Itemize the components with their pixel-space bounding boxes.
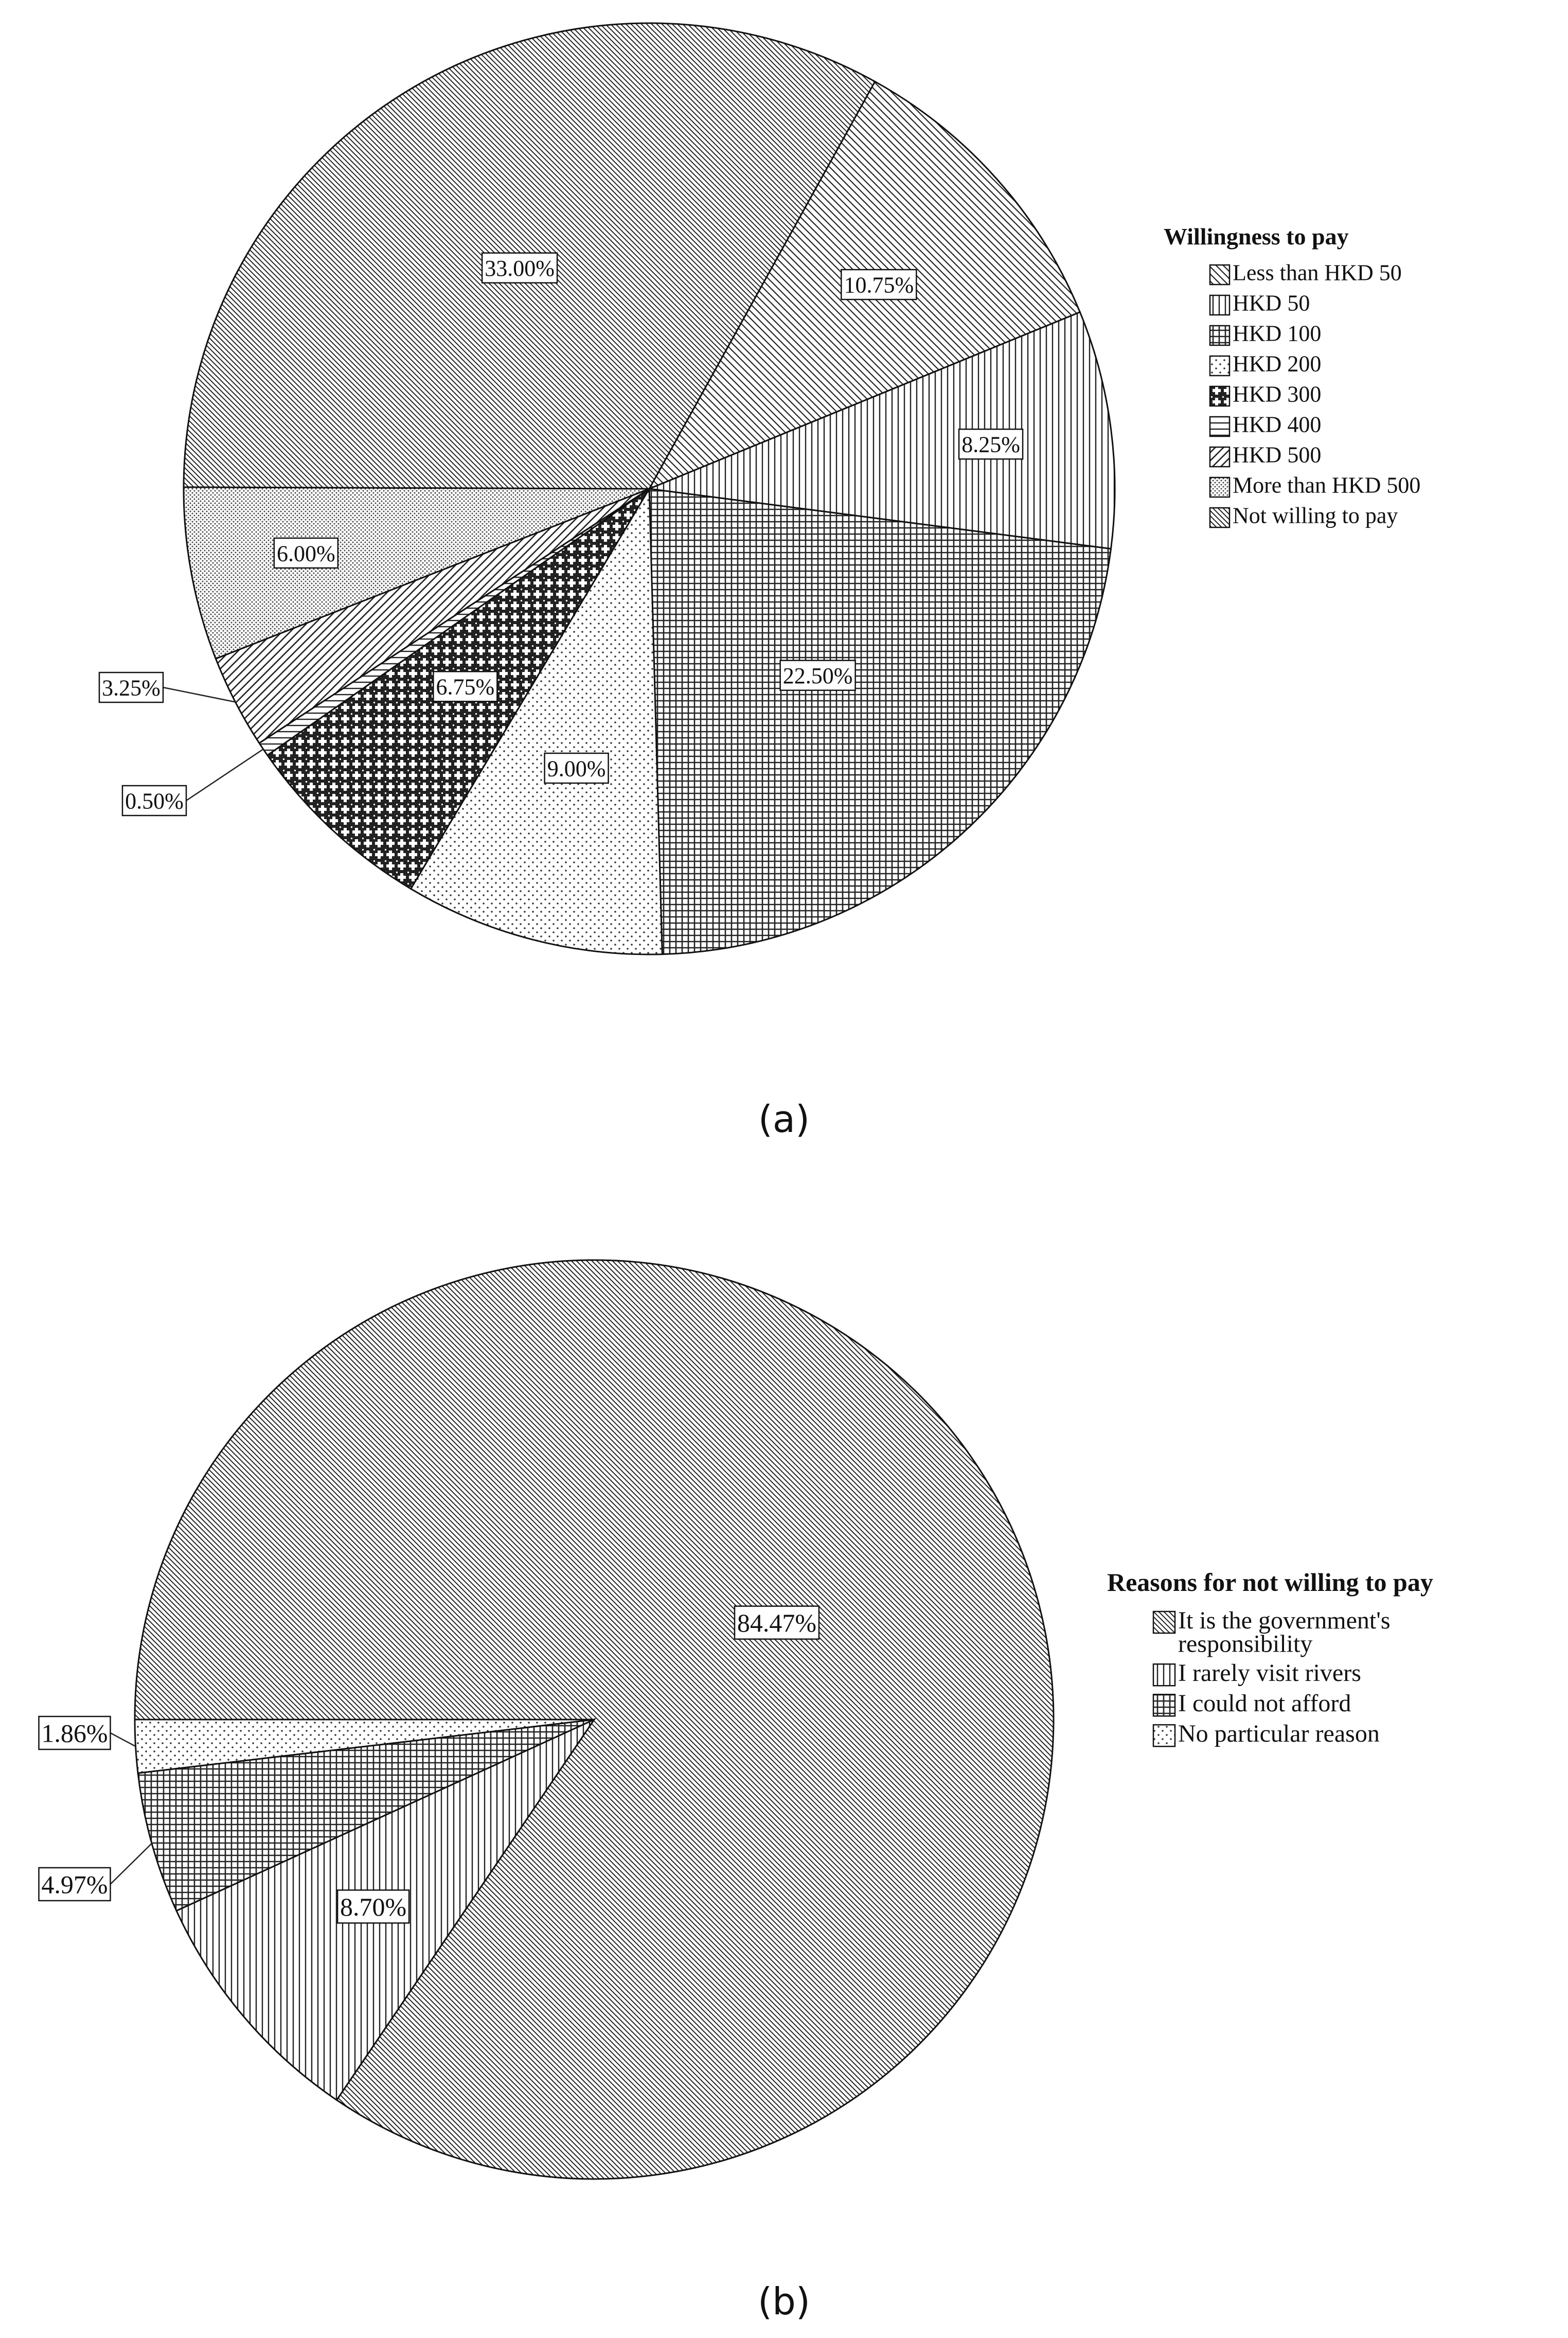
legend-swatch	[1209, 325, 1231, 346]
value-label: 6.00%	[277, 541, 335, 566]
label-box	[273, 537, 339, 569]
value-label: 6.75%	[436, 675, 495, 700]
legend-label: It is the government's responsibility	[1178, 1607, 1391, 1658]
legend-item-not-willing-to-pay: Not willing to pay	[1209, 503, 1398, 528]
legend-item-hkd-50: HKD 50	[1209, 291, 1310, 316]
slice-label-hkd-100: 22.50%	[779, 660, 856, 691]
legend-label: HKD 50	[1233, 291, 1310, 316]
legend-item-i-could-not-afford: I could not afford	[1152, 1690, 1351, 1717]
slice-label-hkd-50: 8.25%	[958, 428, 1024, 460]
legend-swatch	[1209, 507, 1231, 528]
label-box	[38, 1867, 111, 1902]
legend-label: HKD 500	[1233, 442, 1321, 468]
slice-label-hkd-500: 3.25%	[98, 671, 236, 703]
legend-label: Less than HKD 50	[1233, 260, 1402, 286]
value-label: 3.25%	[102, 675, 161, 700]
legend-swatch	[1209, 476, 1231, 498]
slice-label-hkd-200: 9.00%	[544, 752, 609, 784]
legend-item-hkd-400: HKD 400	[1209, 412, 1321, 437]
legend-item-less-than-hkd-50: Less than HKD 50	[1209, 260, 1402, 286]
slice-label-hkd-300: 6.75%	[433, 670, 498, 702]
legend-swatch	[1152, 1724, 1176, 1747]
legend-label: HKD 200	[1233, 351, 1321, 377]
legend-swatch	[1209, 264, 1231, 286]
value-label: 22.50%	[783, 663, 853, 688]
slice-label-hkd-400: 0.50%	[121, 749, 264, 817]
label-box	[98, 671, 164, 703]
label-box	[544, 752, 609, 784]
legend-item-hkd-200: HKD 200	[1209, 351, 1321, 377]
pie-chart-willingness-to-pay: 10.75% 8.25% 22.50% 9.00% 6.75% 0.50% 3.25% 6.0…	[98, 22, 1116, 955]
value-label: 10.75%	[844, 272, 914, 297]
label-box	[779, 660, 856, 691]
legend-swatch	[1152, 1663, 1176, 1687]
legend-item-more-than-hkd-500: More than HKD 500	[1209, 473, 1420, 498]
legend-label: HKD 300	[1233, 382, 1321, 407]
slice-no-particular-reason	[134, 1719, 595, 1774]
legend-title: Reasons for not willing to pay	[1107, 1568, 1433, 1597]
value-label: 8.25%	[961, 432, 1020, 457]
slice-hkd-200	[409, 486, 663, 955]
legend-swatch	[1209, 385, 1231, 407]
slice-label-less-than-hkd-50: 10.75%	[841, 269, 917, 300]
legend-title: Willingness to pay	[1164, 223, 1349, 250]
legend-label: I could not afford	[1178, 1690, 1351, 1717]
value-label: 1.86%	[41, 1719, 108, 1748]
label-box	[38, 1715, 111, 1750]
slice-hkd-100	[648, 488, 1112, 955]
value-label: 4.97%	[41, 1870, 108, 1899]
value-label: 9.00%	[547, 756, 606, 781]
legend-willingness-to-pay: Willingness to pay Less than HKD 50 HKD 50…	[1164, 223, 1420, 528]
slice-i-could-not-afford	[137, 1719, 595, 1912]
leader-line	[163, 686, 236, 703]
caption-b: (b)	[758, 2280, 810, 2323]
legend-reasons-not-willing: Reasons for not willing to pay It is the …	[1107, 1568, 1433, 1747]
leader-line	[186, 749, 264, 802]
slice-more-than-hkd-500	[183, 486, 650, 660]
slice-label-i-rarely-visit-rivers: 8.70%	[336, 1889, 410, 1924]
label-box	[336, 1889, 410, 1924]
slice-label-it-is-the-government-s-responsibility: 84.47%	[734, 1605, 820, 1640]
legend-item-hkd-100: HKD 100	[1209, 321, 1321, 346]
legend-label: Not willing to pay	[1233, 503, 1398, 528]
legend-swatch	[1152, 1610, 1176, 1634]
legend-swatch	[1152, 1693, 1176, 1717]
label-box	[734, 1605, 820, 1640]
slice-label-more-than-hkd-500: 6.00%	[273, 537, 339, 569]
slice-label-i-could-not-afford: 4.97%	[38, 1843, 152, 1902]
legend-item-hkd-300: HKD 300	[1209, 382, 1321, 407]
legend-label: No particular reason	[1178, 1720, 1380, 1747]
legend-label: HKD 100	[1233, 321, 1321, 346]
pie-chart-reasons-not-willing: 84.47% 8.70% 4.97% 1.86%	[38, 1259, 1055, 2180]
label-box	[958, 428, 1024, 460]
legend-swatch	[1209, 355, 1231, 377]
legend-item-i-rarely-visit-rivers: I rarely visit rivers	[1152, 1659, 1361, 1687]
legend-item-hkd-500: HKD 500	[1209, 442, 1321, 468]
value-label: 8.70%	[340, 1892, 406, 1921]
label-box	[121, 785, 187, 817]
slice-label-no-particular-reason: 1.86%	[38, 1715, 136, 1750]
value-label: 33.00%	[485, 256, 555, 281]
legend-label: More than HKD 500	[1233, 473, 1420, 498]
label-box	[433, 670, 498, 702]
legend-item-it-is-the-government-s-responsibility: It is the government's responsibility	[1152, 1607, 1391, 1658]
legend-label: I rarely visit rivers	[1178, 1659, 1361, 1687]
label-box	[481, 252, 558, 284]
slice-label-not-willing-to-pay: 33.00%	[481, 252, 558, 284]
leader-line	[110, 1732, 136, 1747]
caption-a: (a)	[758, 1097, 810, 1141]
legend-swatch	[1209, 294, 1231, 316]
legend-label: HKD 400	[1233, 412, 1321, 437]
value-label: 0.50%	[125, 788, 184, 813]
leader-line	[110, 1843, 152, 1885]
legend-item-no-particular-reason: No particular reason	[1152, 1720, 1380, 1747]
label-box	[841, 269, 917, 300]
slice-hkd-50	[646, 311, 1116, 550]
legend-swatch	[1209, 446, 1231, 468]
value-label: 84.47%	[737, 1608, 816, 1637]
legend-swatch	[1209, 416, 1231, 437]
